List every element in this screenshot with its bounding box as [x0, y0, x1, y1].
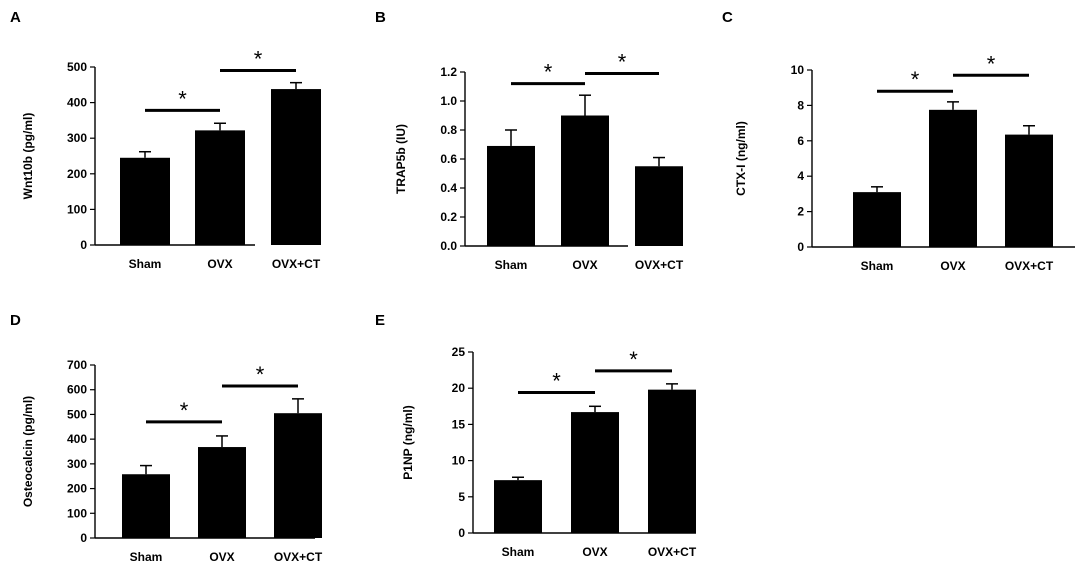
panel-e-y-axis-title: P1NP (ng/ml) [401, 405, 415, 479]
panel-b-y-tick-label: 0.4 [440, 181, 457, 195]
panel-a-bar-ovx-ct [271, 89, 321, 246]
panel-e-y-tick-label: 15 [452, 417, 466, 431]
panel-a-bar-ovx [195, 130, 245, 245]
panel-c-y-tick-label: 10 [791, 63, 805, 77]
panel-e-bar-ovx-ct [648, 389, 696, 533]
panel-e-x-tick-label: OVX+CT [648, 545, 697, 559]
panel-c-significance-star: * [987, 51, 996, 76]
panel-d-y-tick-label: 400 [67, 432, 87, 446]
panel-a-x-tick-label: OVX+CT [272, 257, 321, 271]
panel-d-bar-sham [122, 474, 170, 538]
panel-a-y-tick-label: 400 [67, 96, 87, 110]
panel-a-significance-star: * [254, 47, 263, 72]
panel-e-significance-star: * [629, 347, 638, 372]
panel-a-y-tick-label: 100 [67, 202, 87, 216]
panel-a-y-tick-label: 200 [67, 167, 87, 181]
panel-e-x-tick-label: Sham [502, 545, 535, 559]
panel-c-letter: C [722, 9, 733, 26]
panel-b: B 0.0 0.2 0.4 0.6 0.8 1.0 1.2 TRAP5b (IU) Sham OVX… [375, 9, 684, 272]
panel-c-x-tick-label: OVX+CT [1005, 259, 1054, 273]
panel-e-y-tick-label: 0 [458, 526, 465, 540]
panel-c-bar-sham [853, 192, 901, 247]
panel-d-bar-ovx-ct [274, 413, 322, 538]
panel-d-y-axis-title: Osteocalcin (pg/ml) [21, 396, 35, 507]
panel-e-significance-star: * [552, 369, 561, 394]
panel-a-significance-star: * [178, 86, 187, 111]
panel-c-bar-ovx-ct [1005, 134, 1053, 247]
panel-c-y-tick-label: 0 [797, 240, 804, 254]
panel-b-x-tick-label: OVX [572, 258, 597, 272]
panel-d-x-tick-label: OVX+CT [274, 550, 323, 564]
panel-e-y-tick-label: 20 [452, 381, 466, 395]
panel-c-y-tick-label: 6 [797, 134, 804, 148]
panel-e: E 0 5 10 15 20 25 P1NP (ng/ml) Sham OVX OVX+CT * * [375, 312, 697, 559]
panel-b-y-tick-label: 0.0 [440, 239, 457, 253]
panel-d-y-tick-label: 600 [67, 383, 87, 397]
panel-d-y-tick-label: 700 [67, 358, 87, 372]
panel-e-letter: E [375, 312, 385, 329]
panel-c-y-axis-title: CTX-I (ng/ml) [734, 121, 748, 196]
panel-b-y-tick-label: 1.0 [440, 94, 457, 108]
panel-b-y-tick-label: 0.6 [440, 152, 457, 166]
panel-d-x-tick-label: OVX [209, 550, 234, 564]
panel-b-y-tick-label: 1.2 [440, 65, 457, 79]
panel-c-x-tick-label: Sham [861, 259, 894, 273]
panel-d-letter: D [10, 312, 21, 329]
panel-d-significance-star: * [180, 398, 189, 423]
panel-d-significance-star: * [256, 362, 265, 387]
panel-b-y-axis-title: TRAP5b (IU) [394, 124, 408, 194]
panel-e-bar-ovx [571, 412, 619, 533]
panel-c-y-tick-label: 2 [797, 205, 804, 219]
panel-c-bar-ovx [929, 109, 977, 247]
panel-a-letter: A [10, 9, 21, 26]
panel-b-x-tick-label: Sham [495, 258, 528, 272]
panel-c: C 0 2 4 6 8 10 CTX-I (ng/ml) Sham OVX OVX+CT * * [722, 9, 1075, 273]
panel-d-y-tick-label: 0 [80, 531, 87, 545]
panel-c-significance-star: * [911, 67, 920, 92]
panel-d-y-tick-label: 100 [67, 506, 87, 520]
panel-d-x-tick-label: Sham [130, 550, 163, 564]
panel-b-significance-star: * [618, 49, 627, 74]
panel-a-bar-sham [120, 157, 170, 245]
panel-a: A 0 100 200 300 400 500 Wnt10b (pg/ml) Sham OVX OV… [10, 9, 321, 271]
panel-b-letter: B [375, 9, 386, 26]
panel-b-bar-ovx-ct [635, 166, 683, 246]
panel-d: D 0 100 200 300 400 500 600 700 Osteocalcin (pg/m… [10, 312, 323, 564]
panel-e-y-tick-label: 10 [452, 454, 466, 468]
panel-e-y-tick-label: 25 [452, 345, 466, 359]
panel-e-y-tick-label: 5 [458, 490, 465, 504]
panel-d-bar-ovx [198, 447, 246, 538]
panel-d-y-tick-label: 300 [67, 457, 87, 471]
panel-b-bar-ovx [561, 115, 609, 246]
panel-a-x-tick-label: Sham [129, 257, 162, 271]
panel-b-x-tick-label: OVX+CT [635, 258, 684, 272]
panel-b-y-tick-label: 0.2 [440, 210, 457, 224]
panel-b-y-tick-label: 0.8 [440, 123, 457, 137]
panel-a-y-axis-title: Wnt10b (pg/ml) [21, 113, 35, 200]
panel-d-y-tick-label: 500 [67, 407, 87, 421]
panel-a-y-tick-label: 300 [67, 131, 87, 145]
panel-a-y-tick-label: 500 [67, 60, 87, 74]
panel-d-y-tick-label: 200 [67, 482, 87, 496]
panel-a-x-tick-label: OVX [207, 257, 232, 271]
panel-a-y-tick-label: 0 [80, 238, 87, 252]
panel-e-bar-sham [494, 480, 542, 533]
panel-b-significance-star: * [544, 60, 553, 85]
panel-c-y-tick-label: 4 [797, 169, 804, 183]
panel-c-x-tick-label: OVX [940, 259, 965, 273]
panel-b-bar-sham [487, 145, 535, 246]
panel-c-y-tick-label: 8 [797, 98, 804, 112]
panel-e-x-tick-label: OVX [582, 545, 607, 559]
